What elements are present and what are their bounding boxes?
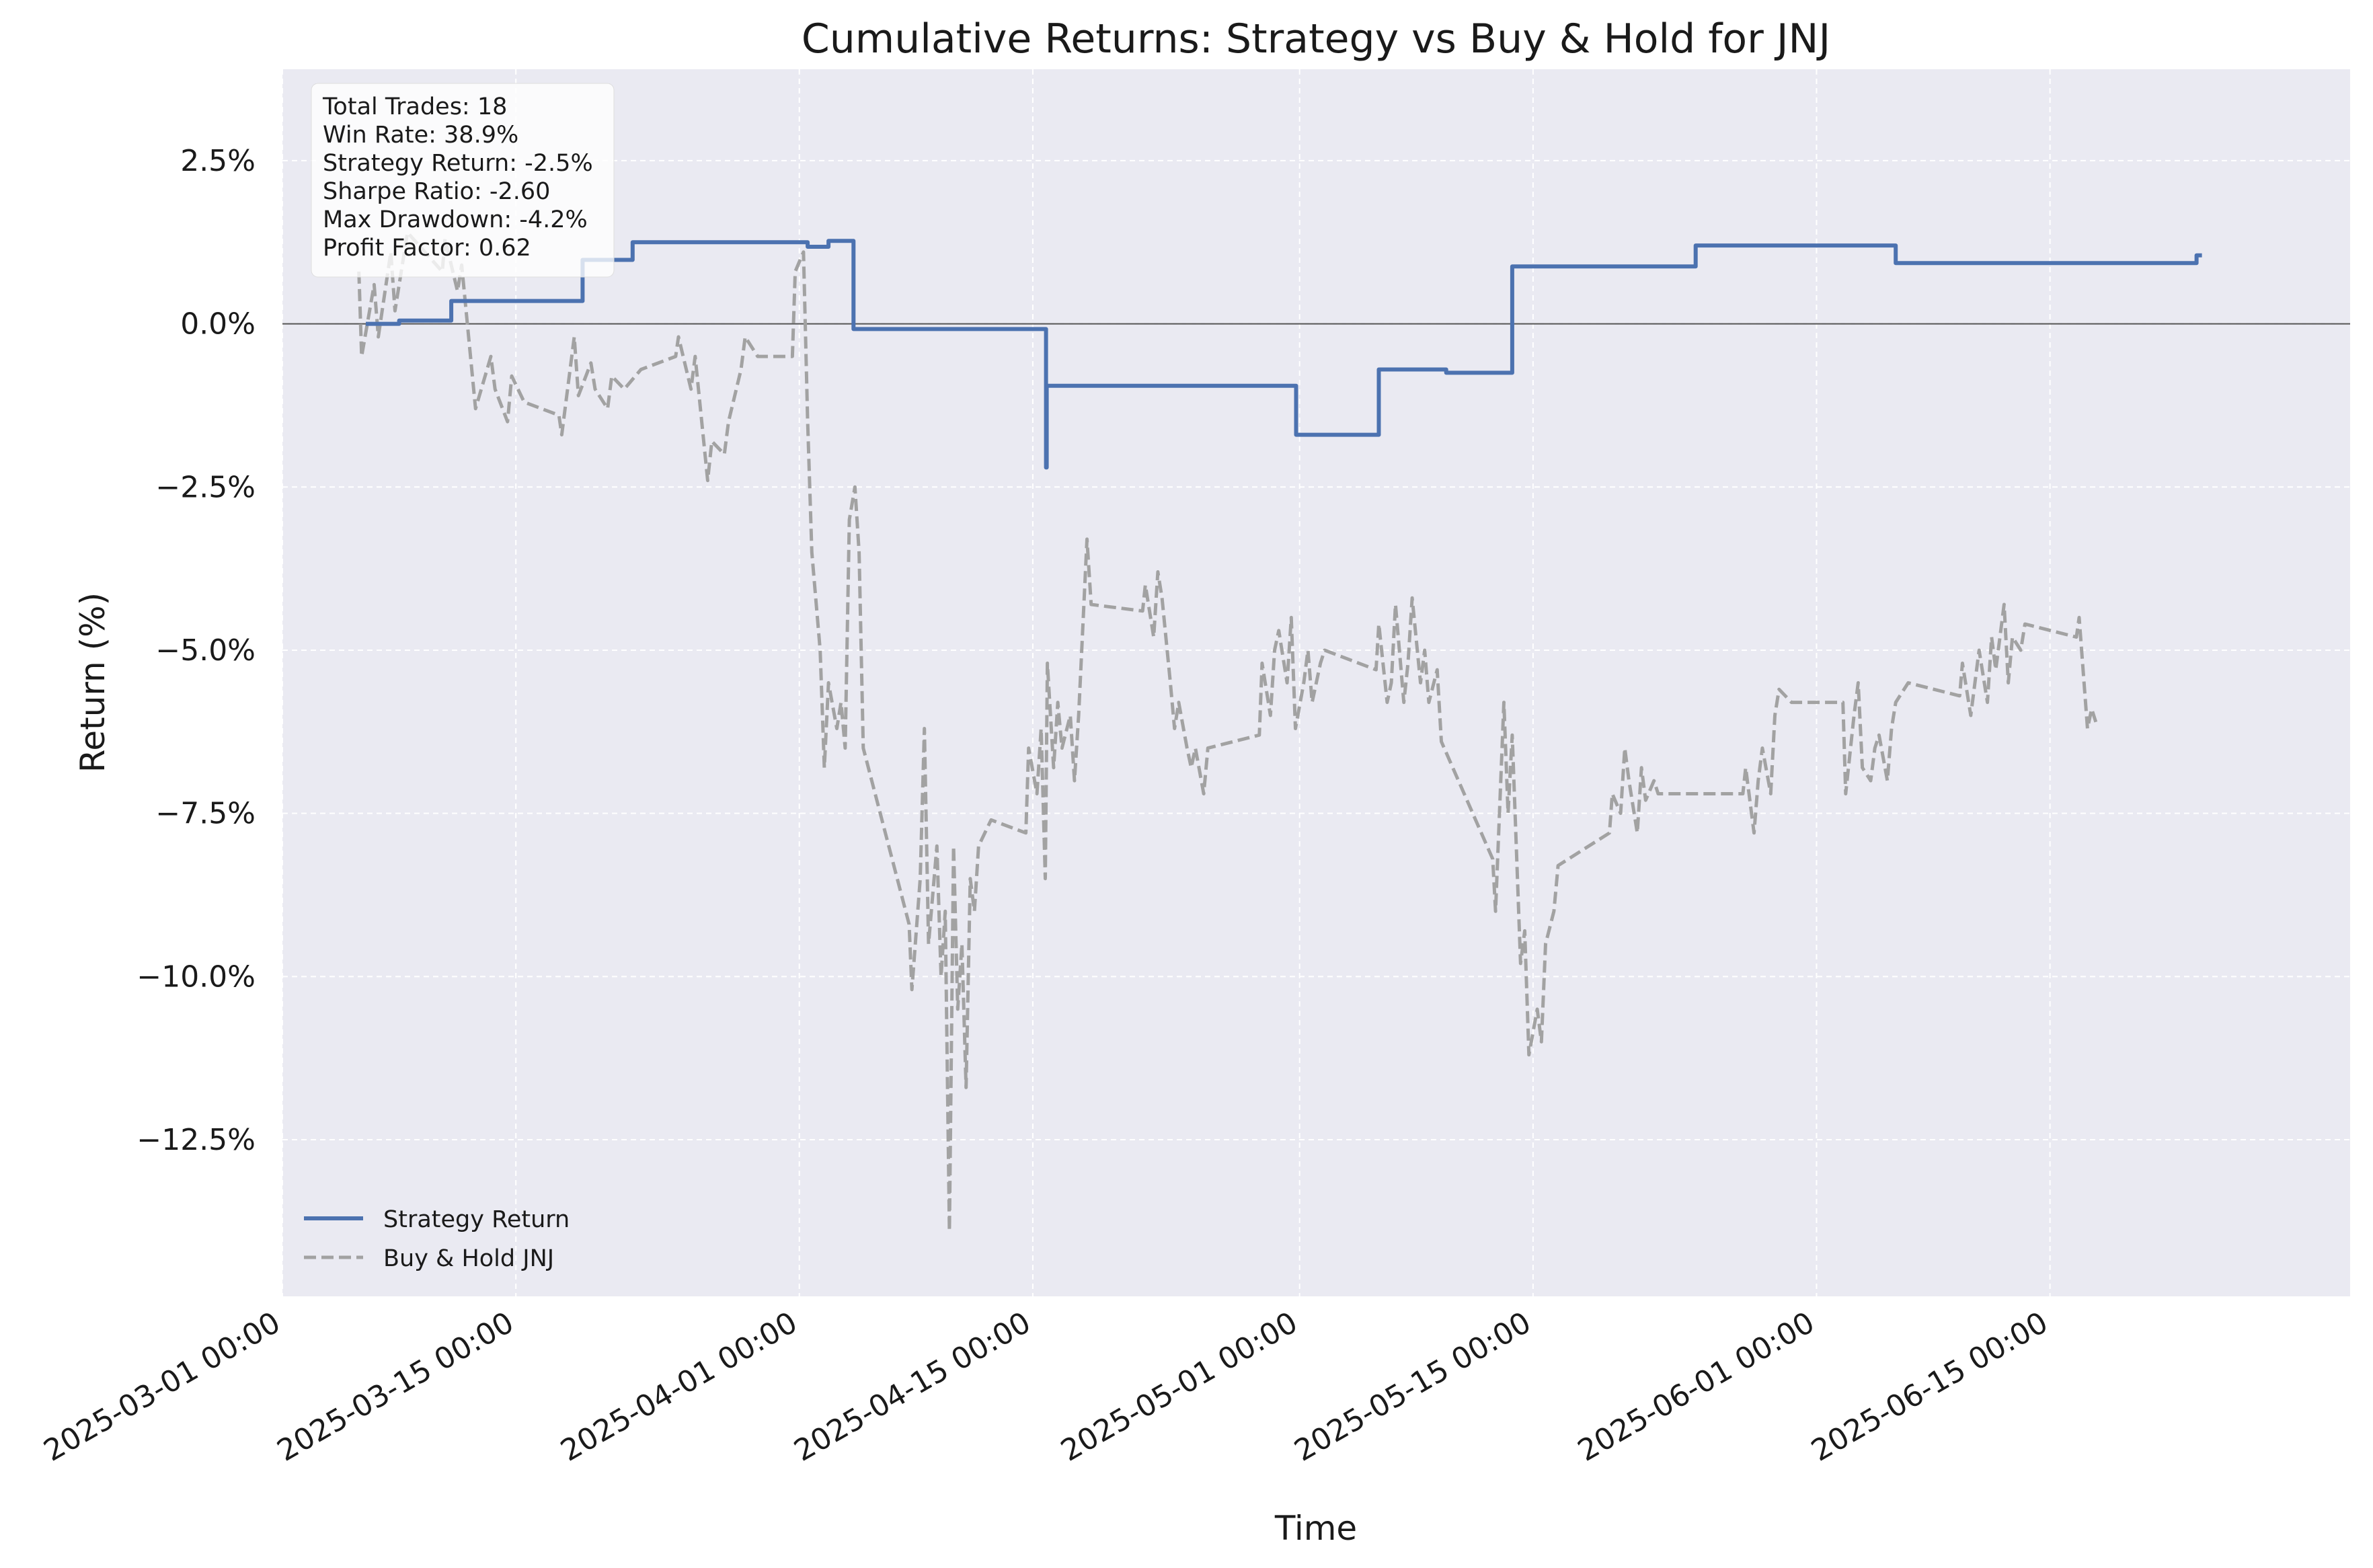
stats-box-background [311, 83, 615, 278]
x-axis-label: Time [1274, 1509, 1357, 1548]
y-tick-label: −12.5% [137, 1123, 256, 1157]
y-tick-label: 0.0% [180, 307, 256, 342]
series-layer [357, 231, 2202, 1233]
stats-profit-factor: Profit Factor: 0.62 [323, 235, 531, 262]
x-tick-label: 2025-04-01 00:00 [555, 1305, 803, 1468]
stats-strategy-return: Strategy Return: -2.5% [323, 150, 593, 177]
x-tick-label: 2025-03-15 00:00 [272, 1305, 520, 1468]
x-tick-label: 2025-05-01 00:00 [1055, 1305, 1303, 1468]
y-axis-label: Return (%) [73, 592, 112, 773]
stats-win-rate: Win Rate: 38.9% [323, 122, 518, 149]
stats-max-drawdown: Max Drawdown: -4.2% [323, 206, 588, 233]
y-tick-label: −10.0% [137, 959, 256, 994]
y-tick-label: −7.5% [155, 797, 256, 831]
stats-total-trades: Total Trades: 18 [322, 93, 507, 120]
y-tick-label: −2.5% [155, 470, 256, 504]
legend: Strategy Return Buy & Hold JNJ [304, 1206, 570, 1272]
y-tick-label: −5.0% [155, 633, 256, 668]
y-tick-label: 2.5% [180, 144, 256, 178]
x-tick-label: 2025-03-01 00:00 [38, 1305, 286, 1468]
x-tick-label: 2025-06-15 00:00 [1805, 1305, 2054, 1468]
buy-hold-line [357, 231, 2098, 1233]
x-tick-label: 2025-05-15 00:00 [1289, 1305, 1537, 1468]
x-tick-label: 2025-06-01 00:00 [1572, 1305, 1820, 1468]
x-tick-label: 2025-04-15 00:00 [789, 1305, 1037, 1468]
stats-box: Total Trades: 18 Win Rate: 38.9% Strateg… [311, 83, 615, 278]
stats-sharpe-ratio: Sharpe Ratio: -2.60 [323, 178, 550, 205]
legend-buyhold-label: Buy & Hold JNJ [383, 1245, 554, 1272]
chart-title: Cumulative Returns: Strategy vs Buy & Ho… [802, 15, 1830, 63]
strategy-return-line [366, 239, 2202, 470]
legend-strategy-label: Strategy Return [383, 1206, 570, 1233]
